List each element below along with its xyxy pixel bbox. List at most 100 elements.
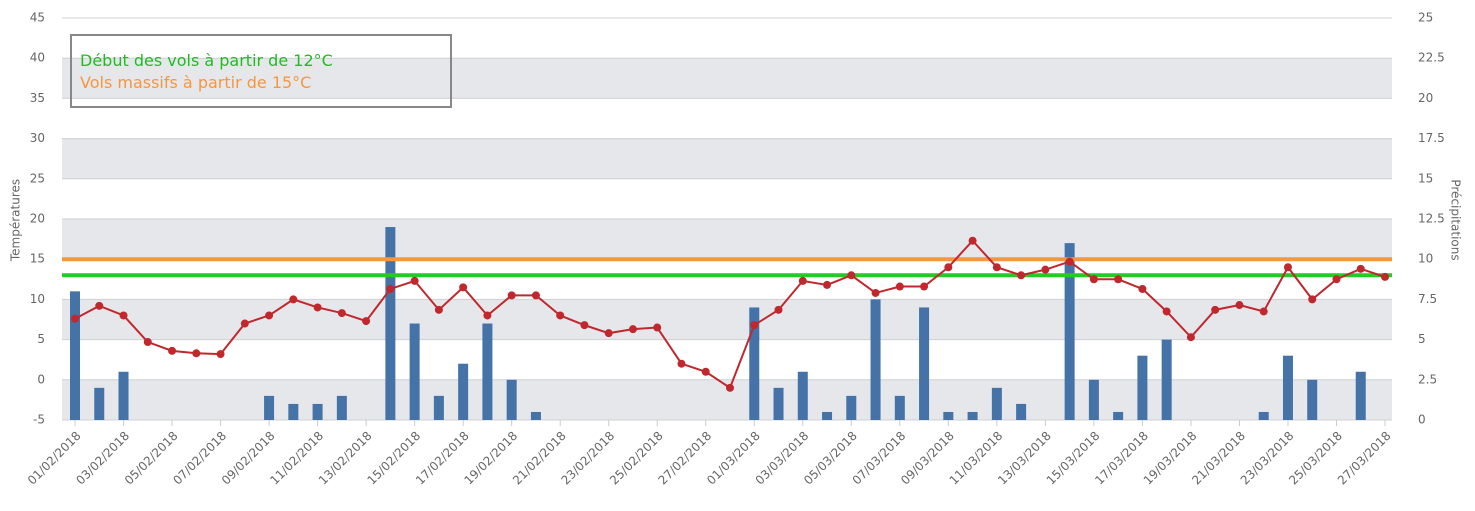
y-tick-label: 0 [37, 372, 45, 386]
y-tick-label: 10 [30, 292, 45, 306]
y-tick-label: 15 [30, 252, 45, 266]
point [1332, 275, 1341, 284]
point [580, 321, 589, 330]
point [265, 311, 274, 320]
bar [1137, 355, 1148, 420]
bar [1258, 411, 1269, 420]
y2-tick-label: 17.5 [1418, 131, 1445, 145]
point [944, 263, 953, 272]
point [289, 295, 298, 304]
point [895, 282, 904, 291]
point [1259, 307, 1268, 316]
point [774, 305, 783, 314]
bar [118, 371, 129, 420]
bar [482, 323, 493, 420]
point [95, 301, 104, 310]
point [653, 323, 662, 332]
point [119, 311, 128, 320]
bar [409, 323, 420, 420]
point [216, 350, 225, 359]
point [1065, 257, 1074, 266]
point [726, 383, 734, 392]
bar [70, 291, 80, 420]
point [337, 309, 346, 318]
bar [991, 387, 1002, 420]
bar [264, 395, 275, 420]
point [847, 271, 856, 280]
bar [943, 411, 954, 420]
y-axis-label: Températures [9, 179, 23, 262]
annotation-box: Début des vols à partir de 12°C Vols mas… [70, 34, 452, 108]
point [313, 303, 322, 312]
point [1235, 301, 1244, 310]
y2-tick-label: 0 [1418, 413, 1426, 427]
annotation: Début des vols à partir de 12°C [80, 51, 333, 70]
point [483, 311, 492, 320]
point [1138, 284, 1147, 293]
point [507, 291, 516, 300]
y-tick-label: 30 [30, 131, 45, 145]
point [628, 325, 637, 334]
bar [288, 403, 299, 420]
point [1308, 295, 1317, 304]
point [362, 317, 371, 326]
point [1186, 333, 1195, 342]
point [434, 305, 443, 314]
y2-tick-label: 15 [1418, 171, 1433, 185]
point [992, 263, 1001, 272]
bar [458, 363, 469, 420]
bar [773, 387, 784, 420]
point [968, 236, 977, 245]
point [1162, 307, 1171, 316]
point [410, 276, 419, 285]
bar [822, 411, 833, 420]
y2-tick-label: 10 [1418, 252, 1433, 266]
y-tick-label: 40 [30, 51, 45, 65]
point [1041, 265, 1050, 274]
point [1089, 275, 1098, 284]
bar [1016, 403, 1027, 420]
y2-tick-label: 25 [1418, 11, 1433, 25]
y2-tick-label: 12.5 [1418, 212, 1445, 226]
bar [1064, 243, 1075, 420]
point [750, 321, 759, 330]
point [871, 288, 880, 297]
y-tick-label: 45 [30, 11, 45, 25]
bar [433, 395, 444, 420]
bar [894, 395, 905, 420]
point [531, 291, 540, 300]
bar [1161, 339, 1172, 420]
point [604, 329, 613, 338]
bar [846, 395, 857, 420]
point [920, 282, 929, 291]
y-tick-label: 25 [30, 171, 45, 185]
point [459, 283, 468, 292]
bar [1088, 379, 1099, 420]
annotation: Vols massifs à partir de 15°C [80, 73, 312, 92]
point [556, 311, 565, 320]
plot-band [62, 138, 1392, 179]
bar [385, 227, 396, 420]
point [1283, 263, 1292, 272]
bar [870, 299, 881, 420]
y-tick-label: 5 [37, 332, 45, 346]
y2-tick-label: 2.5 [1418, 372, 1437, 386]
point [1356, 264, 1365, 273]
point [386, 284, 395, 293]
y2-tick-label: 22.5 [1418, 51, 1445, 65]
point [71, 314, 79, 323]
plot-band [62, 219, 1392, 260]
bar [1307, 379, 1318, 420]
bar [312, 403, 323, 420]
bar [1282, 355, 1293, 420]
point [677, 359, 686, 368]
point [1211, 305, 1220, 314]
plot-band [62, 58, 1392, 99]
bar [506, 379, 517, 420]
point [798, 276, 807, 285]
point [240, 319, 249, 328]
bar [919, 307, 930, 420]
point [192, 349, 201, 358]
y2-tick-label: 20 [1418, 91, 1433, 105]
point [1381, 272, 1389, 281]
